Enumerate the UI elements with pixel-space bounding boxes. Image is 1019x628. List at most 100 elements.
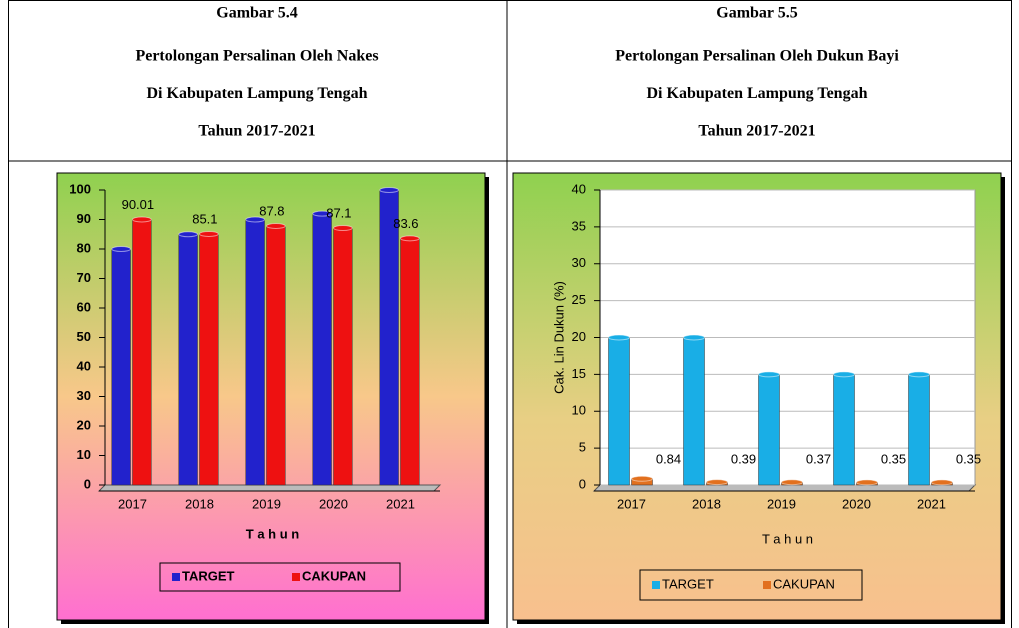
x-tick-label: 2019 [767, 496, 796, 511]
figure-title: Gambar 5.5 [716, 5, 797, 22]
data-label: 90.01 [122, 197, 155, 212]
bar-top [758, 371, 780, 378]
y-tick-label: 90 [77, 211, 91, 226]
x-axis-title: T a h u n [762, 531, 813, 546]
x-axis-title: T a h u n [246, 526, 300, 541]
x-tick-label: 2019 [252, 496, 281, 511]
figure-subtitle: Di Kabupaten Lampung Tengah [647, 85, 868, 102]
x-tick-label: 2020 [319, 496, 348, 511]
legend-box [159, 562, 401, 592]
figure-title: Gambar 5.4 [216, 5, 297, 22]
bar-top [833, 371, 855, 378]
data-label: 0.35 [881, 451, 906, 466]
x-tick-label: 2020 [842, 496, 871, 511]
bar-top [312, 210, 332, 217]
y-tick-label: 50 [77, 329, 91, 344]
y-tick-label: 80 [77, 240, 91, 255]
figure-subtitle: Pertolongan Persalinan Oleh Nakes [135, 48, 378, 65]
data-label: 87.8 [259, 203, 284, 218]
x-tick-label: 2018 [185, 496, 214, 511]
bar-top [266, 222, 286, 229]
bar [199, 233, 219, 486]
bar [312, 213, 332, 486]
bar [111, 248, 131, 486]
y-tick-label: 10 [572, 403, 586, 418]
data-label: 87.1 [326, 205, 351, 220]
y-axis-title: Cak. Lin Dukun (%) [551, 281, 566, 394]
y-tick-label: 40 [572, 181, 586, 196]
x-tick-label: 2021 [917, 496, 946, 511]
bar [908, 374, 930, 486]
bar-top [931, 479, 953, 486]
bar-top [333, 225, 353, 232]
x-tick-label: 2017 [118, 496, 147, 511]
y-tick-label: 5 [579, 440, 586, 455]
bar [333, 227, 353, 486]
y-tick-label: 30 [572, 255, 586, 270]
y-tick-label: 30 [77, 388, 91, 403]
y-tick-label: 0 [84, 476, 91, 491]
bar-top [132, 216, 152, 223]
bar [132, 219, 152, 486]
bar [266, 225, 286, 486]
bar-top [379, 187, 399, 193]
y-tick-label: 60 [77, 299, 91, 314]
y-tick-label: 20 [572, 329, 586, 344]
data-label: 0.37 [806, 451, 831, 466]
x-tick-label: 2021 [386, 496, 415, 511]
bar-top [111, 246, 132, 252]
y-tick-label: 35 [572, 218, 586, 233]
legend-label: TARGET [662, 576, 714, 591]
figure-subtitle: Pertolongan Persalinan Oleh Dukun Bayi [615, 48, 899, 65]
bar [683, 337, 705, 486]
legend-swatch [652, 581, 660, 589]
bar-top [400, 235, 420, 242]
data-label: 85.1 [192, 211, 217, 226]
bar [178, 234, 198, 486]
bar-top [199, 230, 219, 237]
bar-top [908, 371, 930, 378]
figure-subtitle: Tahun 2017-2021 [698, 123, 815, 140]
table-border [8, 0, 1012, 628]
bar-top [608, 334, 630, 341]
data-label: 83.6 [393, 216, 418, 231]
bar-top [631, 475, 653, 482]
x-tick-label: 2018 [692, 496, 721, 511]
bar-top [245, 216, 265, 223]
data-label: 0.39 [731, 451, 756, 466]
legend-swatch [292, 573, 300, 581]
data-label: 0.84 [656, 451, 681, 466]
bar [833, 374, 855, 486]
bar [379, 189, 399, 486]
y-tick-label: 70 [77, 270, 91, 285]
bar [400, 238, 420, 486]
y-tick-label: 0 [579, 476, 586, 491]
legend-label: TARGET [182, 568, 235, 583]
y-tick-label: 40 [77, 358, 91, 373]
y-tick-label: 25 [572, 292, 586, 307]
y-tick-label: 20 [77, 417, 91, 432]
legend-swatch [172, 573, 180, 581]
bar [245, 219, 265, 486]
legend-label: CAKUPAN [773, 576, 835, 591]
x-tick-label: 2017 [617, 496, 646, 511]
figure-subtitle: Tahun 2017-2021 [198, 123, 315, 140]
floor [592, 484, 977, 492]
bar-top [781, 479, 803, 486]
bar-top [856, 479, 878, 486]
bar [608, 337, 630, 486]
bar [758, 374, 780, 486]
data-label: 0.35 [956, 451, 981, 466]
y-tick-label: 15 [572, 366, 586, 381]
figure-subtitle: Di Kabupaten Lampung Tengah [147, 85, 368, 102]
bar-top [683, 334, 705, 341]
y-tick-label: 100 [69, 181, 91, 196]
legend-label: CAKUPAN [302, 568, 366, 583]
legend-swatch [763, 581, 771, 589]
floor [97, 484, 442, 492]
legend-box [639, 569, 863, 601]
y-tick-label: 10 [77, 447, 91, 462]
bar-top [178, 231, 198, 238]
